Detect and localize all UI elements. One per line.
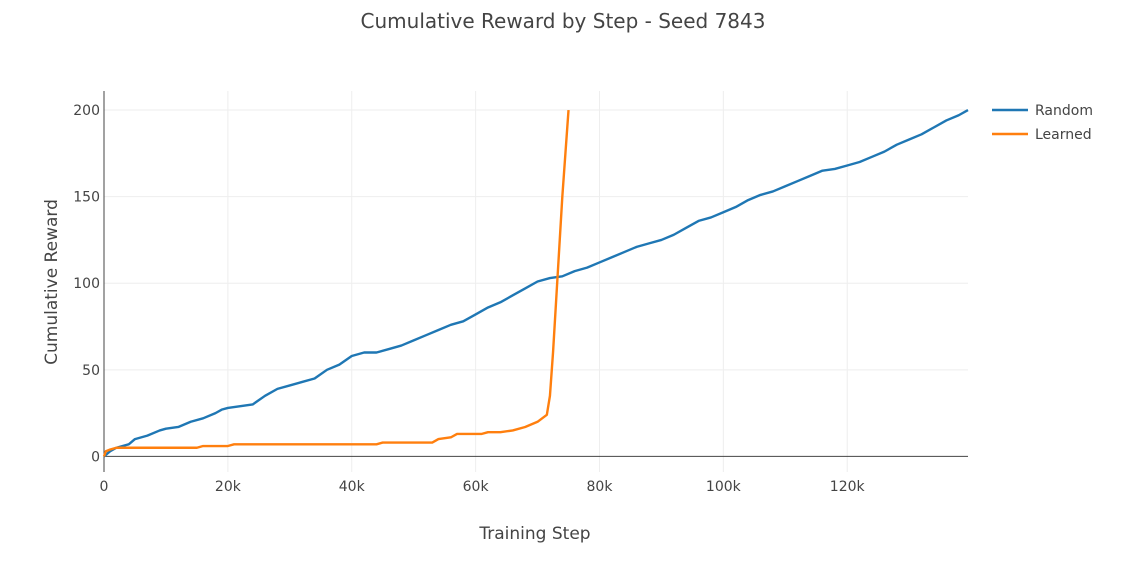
x-tick-label: 40k (339, 479, 366, 495)
x-tick-label: 100k (706, 479, 742, 495)
series-line-random (103, 109, 969, 458)
grid-lines (104, 91, 968, 472)
series-lines (102, 109, 969, 458)
legend[interactable]: Random Learned (992, 103, 1093, 143)
y-tick-label: 150 (73, 190, 100, 206)
series-line-learned (102, 109, 570, 457)
legend-label: Learned (1035, 127, 1092, 143)
y-axis-title: Cumulative Reward (42, 199, 62, 365)
y-tick-label: 200 (73, 103, 100, 119)
x-tick-label: 0 (100, 479, 109, 495)
legend-item-random[interactable]: Random (992, 103, 1093, 119)
y-tick-label: 100 (73, 276, 100, 292)
x-axis-title: Training Step (478, 524, 590, 544)
chart-title: Cumulative Reward by Step - Seed 7843 (361, 9, 766, 33)
legend-item-learned[interactable]: Learned (992, 127, 1092, 143)
tick-labels: 0 20k 40k 60k 80k 100k 120k 0 50 100 150 200 (73, 103, 865, 495)
axes (103, 91, 968, 472)
x-tick-label: 80k (587, 479, 614, 495)
y-tick-label: 0 (91, 449, 100, 465)
x-tick-label: 120k (830, 479, 866, 495)
x-tick-label: 60k (463, 479, 490, 495)
y-tick-label: 50 (82, 363, 100, 379)
legend-label: Random (1035, 103, 1093, 119)
x-tick-label: 20k (215, 479, 242, 495)
